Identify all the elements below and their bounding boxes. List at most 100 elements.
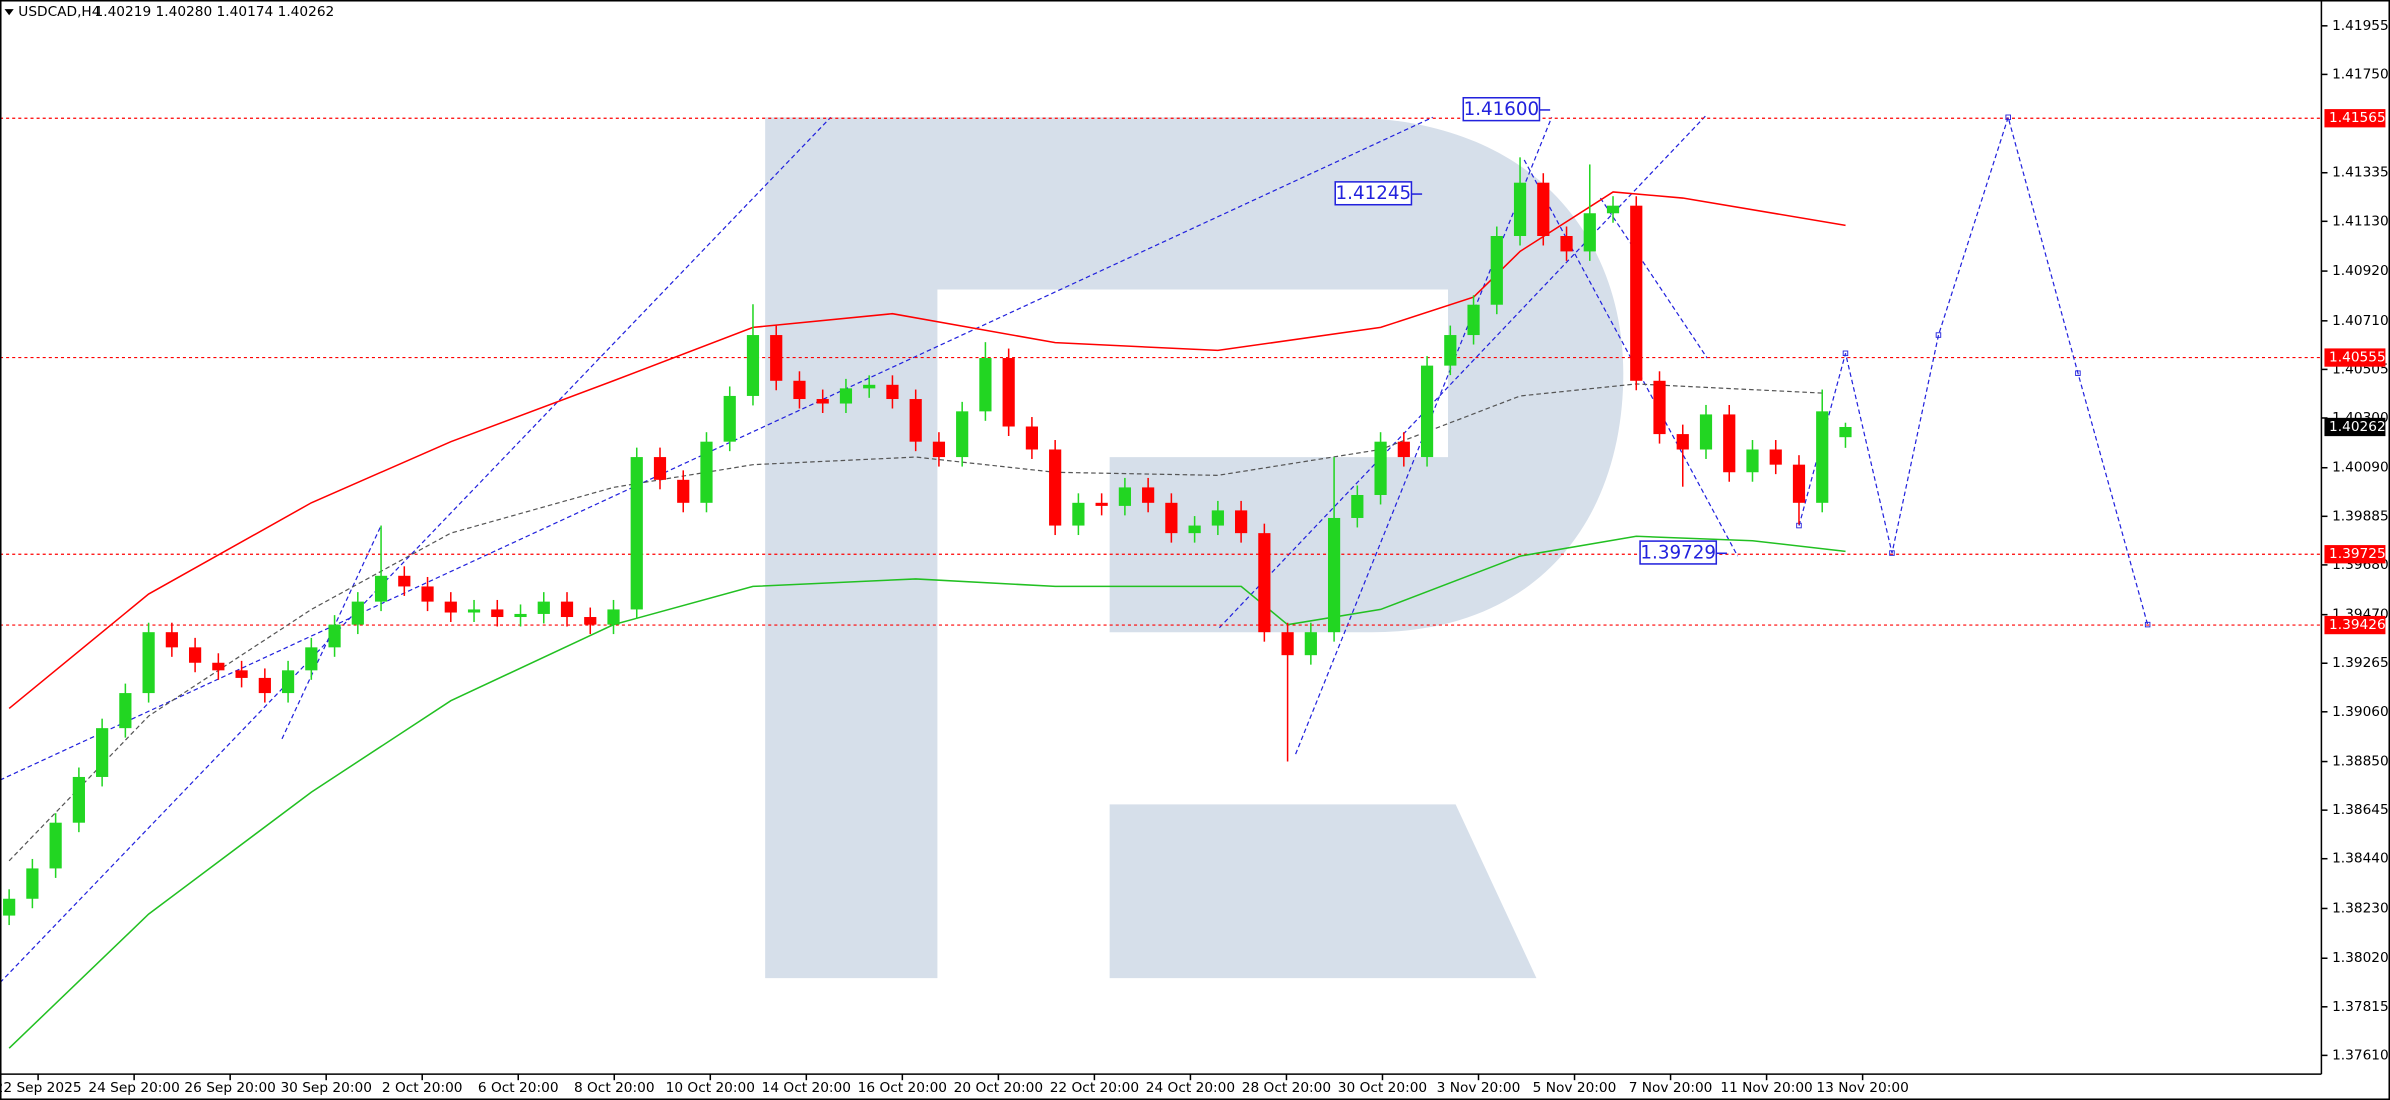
x-tick-label: 30 Oct 20:00 <box>1338 1080 1427 1096</box>
y-tick-label: 1.41335 <box>2332 165 2389 181</box>
candle-body <box>746 335 760 396</box>
forecast-node <box>2144 621 2151 628</box>
candle-body <box>1839 426 1852 438</box>
y-tick-label: 1.41955 <box>2332 18 2389 34</box>
candle-body <box>212 662 225 671</box>
level-tag-label: 1.41565 <box>2329 110 2386 126</box>
y-tick-label: 1.39265 <box>2332 655 2389 671</box>
candle-body <box>1723 414 1736 473</box>
candle-body <box>1049 449 1062 526</box>
candle-body <box>235 670 248 678</box>
candle-body <box>1118 487 1131 506</box>
x-tick-label: 10 Oct 20:00 <box>666 1080 755 1096</box>
candle-body <box>189 647 202 663</box>
logo-r <box>765 117 1624 979</box>
x-tick-label: 24 Sep 20:00 <box>88 1080 179 1096</box>
candle-body <box>1676 434 1689 450</box>
candle-body <box>421 586 434 602</box>
y-tick-label: 1.41130 <box>2332 213 2389 229</box>
x-tick-label: 6 Oct 20:00 <box>478 1080 559 1096</box>
candle-body <box>119 693 132 729</box>
x-tick-label: 28 Oct 20:00 <box>1242 1080 1331 1096</box>
candle-body <box>1792 464 1806 503</box>
x-tick-label: 22 Oct 20:00 <box>1050 1080 1139 1096</box>
level-tag <box>2324 109 2386 128</box>
y-tick-label: 1.37815 <box>2332 999 2389 1015</box>
candle-body <box>491 609 504 618</box>
candle-body <box>1072 502 1085 526</box>
candle-body <box>886 384 899 400</box>
ohlc-header: 1.40219 1.40280 1.40174 1.40262 <box>95 4 335 20</box>
annotation-label: 1.41245 <box>1336 183 1412 204</box>
x-tick-label: 20 Oct 20:00 <box>954 1080 1043 1096</box>
candle-body <box>677 479 690 503</box>
forecast-node <box>1935 332 1942 338</box>
moving-average <box>8 535 1846 1049</box>
candle-body <box>1769 449 1782 465</box>
x-tick-label: 26 Sep 20:00 <box>184 1080 275 1096</box>
candle-body <box>514 613 527 618</box>
candle-body <box>351 601 364 625</box>
forecast-node <box>1842 350 1849 357</box>
annotation-label: 1.41600 <box>1464 99 1540 120</box>
candle-body <box>630 457 643 610</box>
candle-body <box>863 384 876 389</box>
candle-body <box>1467 304 1480 336</box>
moving-average <box>8 191 1846 710</box>
y-tick-label: 1.38020 <box>2332 950 2389 966</box>
candle-body <box>281 670 295 694</box>
x-tick-label: 2 Oct 20:00 <box>382 1080 463 1096</box>
trend-line <box>0 116 832 984</box>
candle-body <box>1095 502 1108 506</box>
candle-body <box>1746 449 1759 473</box>
forecast-node <box>2005 114 2011 121</box>
candle-body <box>1025 426 1039 450</box>
candle-body <box>1606 205 1620 214</box>
trend-line <box>1218 113 1708 629</box>
level-tag-label: 1.39725 <box>2329 546 2386 562</box>
logo-leg <box>1109 804 1537 979</box>
candle-body <box>1235 510 1248 534</box>
x-tick-label: 14 Oct 20:00 <box>762 1080 851 1096</box>
candle-body <box>816 399 829 404</box>
last-price-tag <box>2324 417 2386 437</box>
candle-body <box>723 395 736 442</box>
y-tick-label: 1.38645 <box>2332 802 2389 818</box>
y-tick-label: 1.38850 <box>2332 754 2389 770</box>
candle-body <box>1699 414 1713 450</box>
x-tick-label: 22 Sep 2025 <box>0 1080 82 1096</box>
level-tag <box>2324 615 2386 635</box>
candle-body <box>1165 502 1178 534</box>
candle-body <box>398 575 411 587</box>
candle-body <box>932 441 946 458</box>
candle-body <box>1374 441 1387 495</box>
candle-body <box>142 632 155 694</box>
candle-body <box>560 601 574 618</box>
candle-body <box>1420 365 1434 458</box>
x-tick-label: 13 Nov 20:00 <box>1816 1080 1908 1096</box>
candle-body <box>584 617 597 625</box>
candle-body <box>1444 335 1457 366</box>
candle-body <box>537 601 550 614</box>
candle-body <box>444 601 457 613</box>
candle-body <box>1002 358 1015 427</box>
candle-body <box>1653 380 1666 435</box>
trend-line <box>1599 197 1708 359</box>
candle-body <box>1490 236 1503 305</box>
candle-body <box>1142 487 1155 503</box>
candle-body <box>1258 533 1271 633</box>
candle-body <box>258 677 271 694</box>
candle-body <box>700 441 713 503</box>
y-tick-label: 1.40920 <box>2332 263 2389 279</box>
level-tag-label: 1.39426 <box>2329 617 2386 633</box>
candle-body <box>1513 182 1527 237</box>
candle-body <box>467 609 481 613</box>
candle-body <box>328 624 341 648</box>
candle-body <box>26 868 39 899</box>
candle-body <box>1327 517 1341 633</box>
y-tick-label: 1.39885 <box>2332 508 2389 524</box>
candle-body <box>653 457 667 480</box>
y-tick-label: 1.39060 <box>2332 704 2389 720</box>
y-tick-label: 1.40710 <box>2332 313 2389 329</box>
